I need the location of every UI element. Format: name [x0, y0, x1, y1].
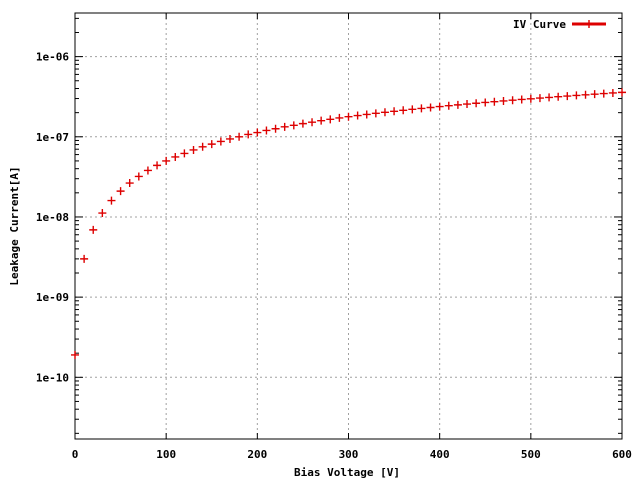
x-tick-label: 400 — [430, 448, 450, 461]
data-point — [590, 90, 599, 99]
data-point — [262, 126, 271, 135]
legend-label: IV Curve — [513, 18, 566, 31]
data-points — [71, 88, 626, 359]
data-point — [143, 166, 152, 175]
x-axis-label: Bias Voltage [V] — [294, 466, 400, 479]
data-point — [107, 196, 116, 205]
data-point — [472, 99, 481, 108]
x-tick-label: 100 — [156, 448, 176, 461]
data-point — [371, 109, 380, 118]
data-point — [80, 254, 89, 263]
data-point — [545, 93, 554, 102]
y-tick-label: 1e-07 — [36, 131, 69, 144]
data-point — [198, 142, 207, 151]
data-point — [490, 97, 499, 106]
y-tick-label: 1e-08 — [36, 211, 69, 224]
data-point — [89, 225, 98, 234]
data-point — [481, 98, 490, 107]
data-point — [189, 145, 198, 154]
axis-ticks: 0 100 200 300 400 500 600 1e-10 1e-09 1e-08 1e-07 1… — [36, 13, 632, 461]
data-point — [444, 101, 453, 110]
data-point — [463, 100, 472, 109]
data-point — [207, 140, 216, 149]
y-axis-label: Leakage Current[A] — [8, 166, 21, 285]
data-point — [353, 111, 362, 120]
data-point — [499, 96, 508, 105]
data-point — [408, 105, 417, 114]
x-tick-label: 0 — [72, 448, 79, 461]
data-point — [581, 90, 590, 99]
y-tick-label: 1e-10 — [36, 371, 69, 384]
data-point — [399, 106, 408, 115]
data-point — [563, 92, 572, 101]
data-point — [253, 128, 262, 137]
data-point — [317, 116, 326, 125]
data-point — [508, 96, 517, 105]
legend: IV Curve — [513, 18, 606, 31]
legend-marker-sample — [585, 20, 593, 28]
data-point — [426, 103, 435, 112]
data-point — [618, 88, 626, 97]
grid-lines — [75, 13, 622, 439]
x-tick-label: 500 — [521, 448, 541, 461]
data-point — [390, 107, 399, 116]
y-tick-label: 1e-09 — [36, 291, 69, 304]
data-point — [535, 94, 544, 103]
data-point — [554, 92, 563, 101]
data-point — [380, 108, 389, 117]
data-point — [335, 113, 344, 122]
data-point — [362, 110, 371, 119]
data-point — [153, 161, 162, 170]
x-tick-label: 200 — [247, 448, 267, 461]
data-point — [572, 91, 581, 100]
data-point — [289, 121, 298, 130]
data-point — [244, 130, 253, 139]
data-point — [344, 112, 353, 121]
data-point — [171, 152, 180, 161]
data-point — [517, 95, 526, 104]
data-point — [453, 100, 462, 109]
data-point — [235, 132, 244, 141]
data-point — [608, 88, 617, 97]
data-point — [417, 104, 426, 113]
data-point — [308, 118, 317, 127]
data-point — [298, 119, 307, 128]
x-tick-label: 600 — [612, 448, 632, 461]
data-point — [599, 89, 608, 98]
data-point — [162, 156, 171, 165]
plot-frame — [74, 12, 623, 440]
data-point — [326, 115, 335, 124]
data-point — [225, 134, 234, 143]
data-point — [116, 187, 125, 196]
data-point — [216, 137, 225, 146]
data-point — [526, 94, 535, 103]
data-point — [271, 124, 280, 133]
data-point — [280, 122, 289, 131]
y-tick-label: 1e-06 — [36, 51, 69, 64]
data-point — [134, 172, 143, 181]
data-point — [71, 350, 79, 359]
x-tick-label: 300 — [339, 448, 359, 461]
data-point — [98, 209, 107, 218]
data-point — [125, 179, 134, 188]
data-point — [435, 102, 444, 111]
data-point — [180, 149, 189, 158]
